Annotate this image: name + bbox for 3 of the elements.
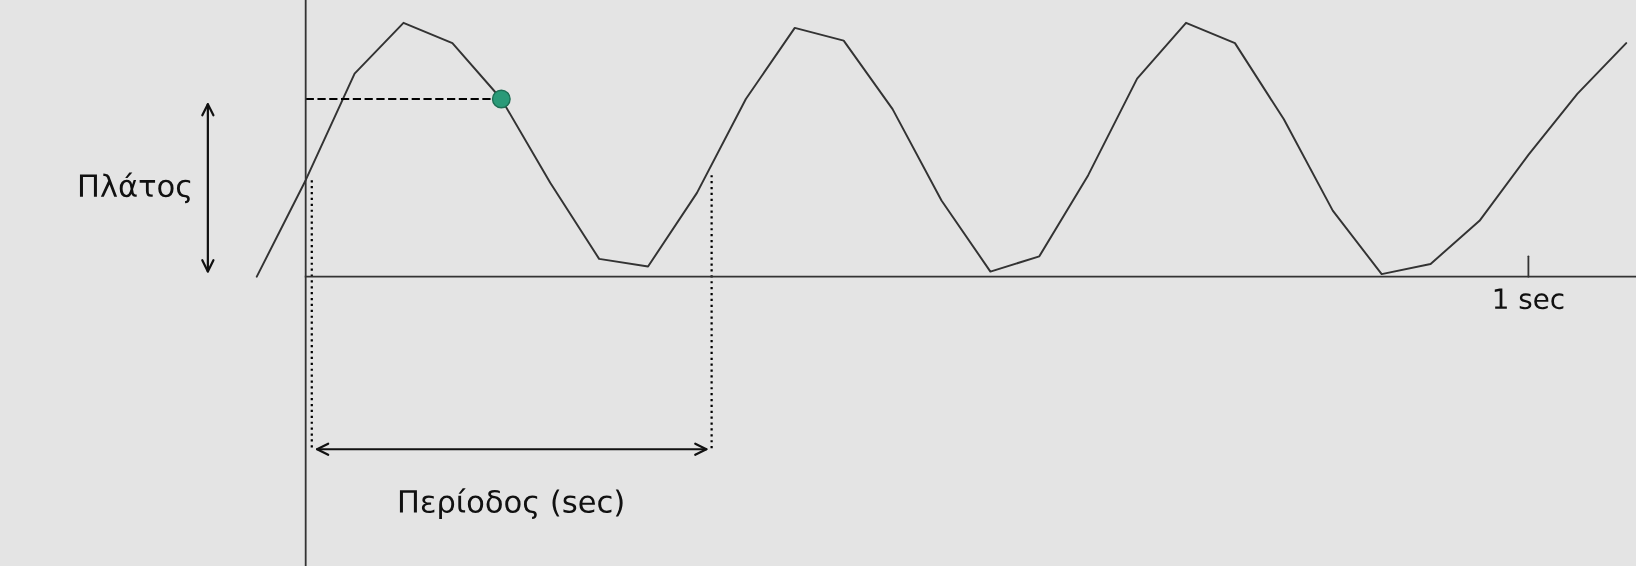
- text: Περίοδος (sec): [399, 488, 623, 519]
- text: Πλάτος: [79, 172, 191, 204]
- text: 1 sec: [1494, 288, 1564, 310]
